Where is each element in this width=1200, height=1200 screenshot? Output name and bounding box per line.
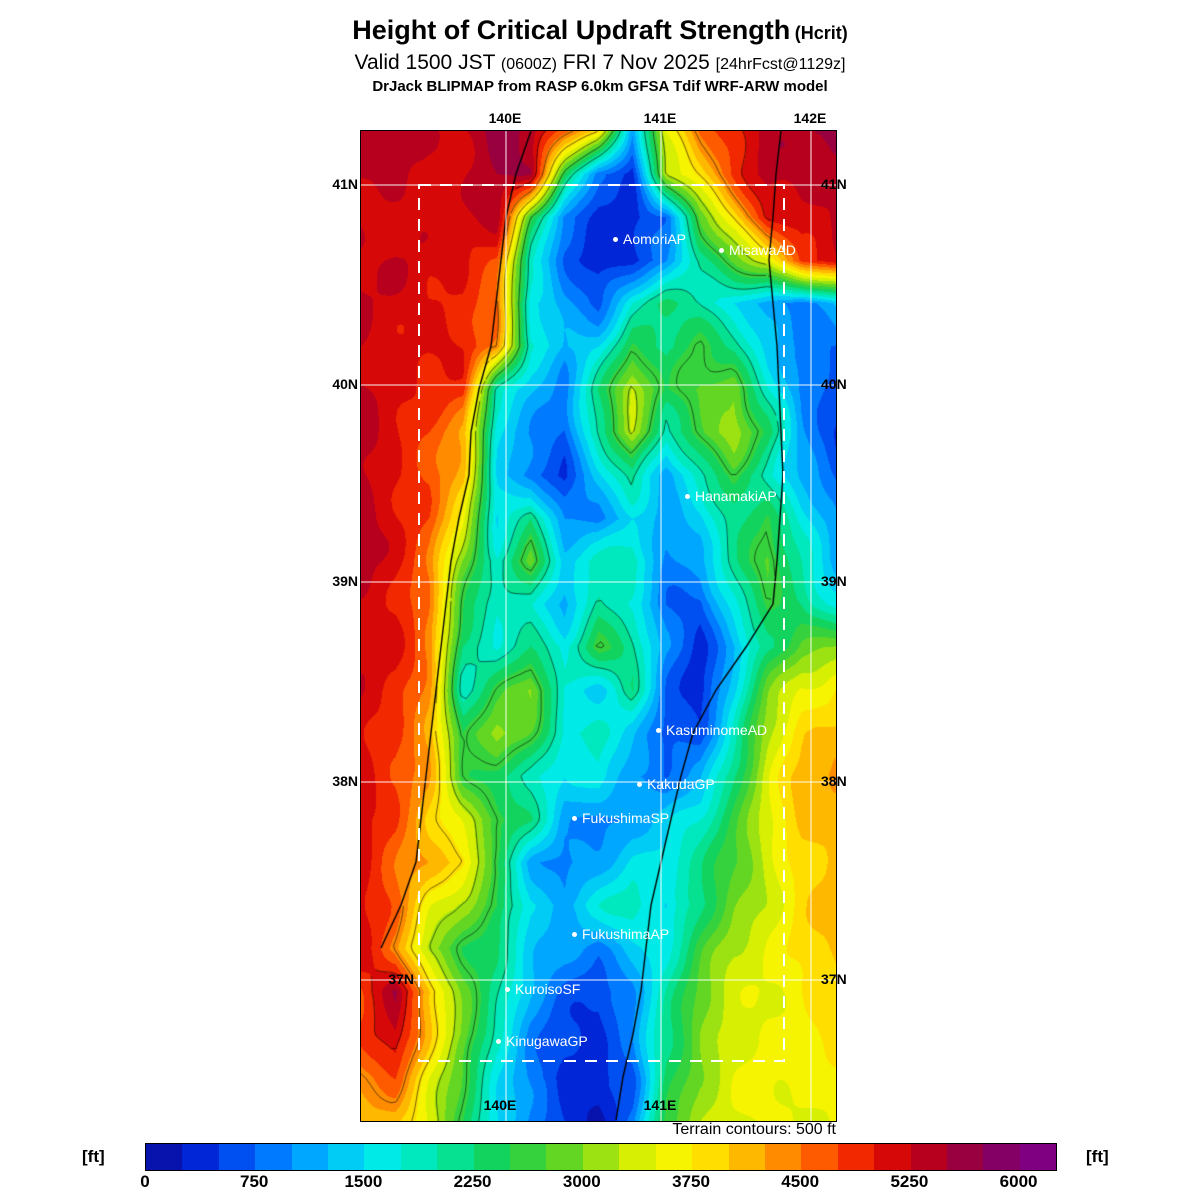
colorbar-segment [837,1144,875,1170]
station-label: KuroisoSF [515,981,581,997]
model-line: DrJack BLIPMAP from RASP 6.0km GFSA Tdif… [372,78,828,95]
lat-label-right: 41N [821,176,847,192]
colorbar-tick-label: 4500 [781,1172,820,1191]
map-grid-overlay [361,131,836,1121]
domain-boundary-box [418,184,785,1062]
colorbar-tick-label: 3750 [672,1172,710,1191]
colorbar-segment [291,1144,329,1170]
station-label: KasuminomeAD [666,722,768,738]
colorbar-segment [946,1144,984,1170]
lat-label-left: 39N [332,573,358,589]
colorbar-segment [182,1144,219,1170]
colorbar-tick-label: 5250 [890,1172,929,1191]
station-label: FukushimaSP [582,810,670,826]
lat-label-left: 38N [332,773,358,789]
lon-label-bottom: 140E [483,1097,517,1113]
lon-label-top: 140E [488,110,522,126]
colorbar-segment [582,1144,620,1170]
colorbar-segment [801,1144,838,1170]
colorbar-segment [473,1144,511,1170]
colorbar-segment [146,1144,183,1170]
hcrit-heatmap-canvas [361,131,836,1121]
valid-zulu: (0600Z) [500,55,557,73]
colorbar-segment [983,1144,1020,1170]
colorbar-tick-label: 750 [240,1172,269,1191]
station-marker-dot [572,816,577,821]
station-label: AomoriAP [623,231,687,247]
page-title: Height of Critical Updraft Strength (Hcr… [0,14,1200,48]
lon-label-top: 141E [643,110,677,126]
station-marker-dot [685,494,690,499]
valid-prefix: Valid 1500 JST [354,50,496,74]
colorbar-segment [1019,1144,1057,1170]
lat-label-right: 40N [821,376,847,392]
lat-label-left: 37N [388,971,414,987]
colorbar-unit-left: [ft] [82,1147,105,1166]
terrain-contours-note: Terrain contours: 500 ft [672,1121,836,1138]
station-label: KakudaGP [647,776,715,792]
title-text: Height of Critical Updraft Strength [352,15,791,45]
colorbar-tick-label: 3000 [562,1172,601,1191]
colorbar-tick-label: 6000 [999,1172,1038,1191]
station-marker-dot [719,248,724,253]
colorbar-segment [764,1144,802,1170]
station-label: FukushimaAP [582,926,670,942]
lon-label-top: 142E [793,110,827,126]
colorbar-segment [328,1144,365,1170]
colorbar-segment [218,1144,256,1170]
station-label: HanamakiAP [695,488,777,504]
colorbar-segment [728,1144,765,1170]
colorbar-segment [255,1144,292,1170]
colorbar-segment [546,1144,583,1170]
colorbar-segment [910,1144,947,1170]
station-marker-dot [572,932,577,937]
colorbar-segment [655,1144,693,1170]
station-marker-dot [637,782,642,787]
lon-label-bottom: 141E [643,1097,677,1113]
colorbar-segment [874,1144,911,1170]
station-marker-dot [496,1039,501,1044]
station-marker-dot [656,728,661,733]
title-block: Height of Critical Updraft Strength (Hcr… [0,14,1200,97]
colorbar-tick-label: 1500 [344,1172,383,1191]
colorbar-segment [692,1144,729,1170]
colorbar-tick-label: 2250 [453,1172,492,1191]
colorbar-segment [437,1144,474,1170]
valid-fcst: [24hrFcst@1129z] [715,55,846,73]
colorbar-segment [510,1144,547,1170]
colorbar-segment [400,1144,438,1170]
valid-date: FRI 7 Nov 2025 [562,50,710,74]
station-marker-dot [505,987,510,992]
station-label: KinugawaGP [506,1033,588,1049]
lat-label-left: 41N [332,176,358,192]
colorbar [145,1143,1057,1171]
valid-time-line: Valid 1500 JST (0600Z) FRI 7 Nov 2025 [2… [0,50,1200,76]
station-marker-dot [613,237,618,242]
lat-label-right: 37N [821,971,847,987]
title-suffix: (Hcrit) [794,23,848,43]
lat-label-right: 38N [821,773,847,789]
colorbar-tick-label: 0 [140,1172,150,1191]
colorbar-segment [364,1144,401,1170]
lat-label-left: 40N [332,376,358,392]
colorbar-unit-right: [ft] [1086,1147,1109,1166]
station-label: MisawaAD [729,242,796,258]
lat-label-right: 39N [821,573,847,589]
colorbar-segment [619,1144,656,1170]
forecast-map: AomoriAP MisawaAD HanamakiAP KasuminomeAD Ka… [360,130,837,1122]
